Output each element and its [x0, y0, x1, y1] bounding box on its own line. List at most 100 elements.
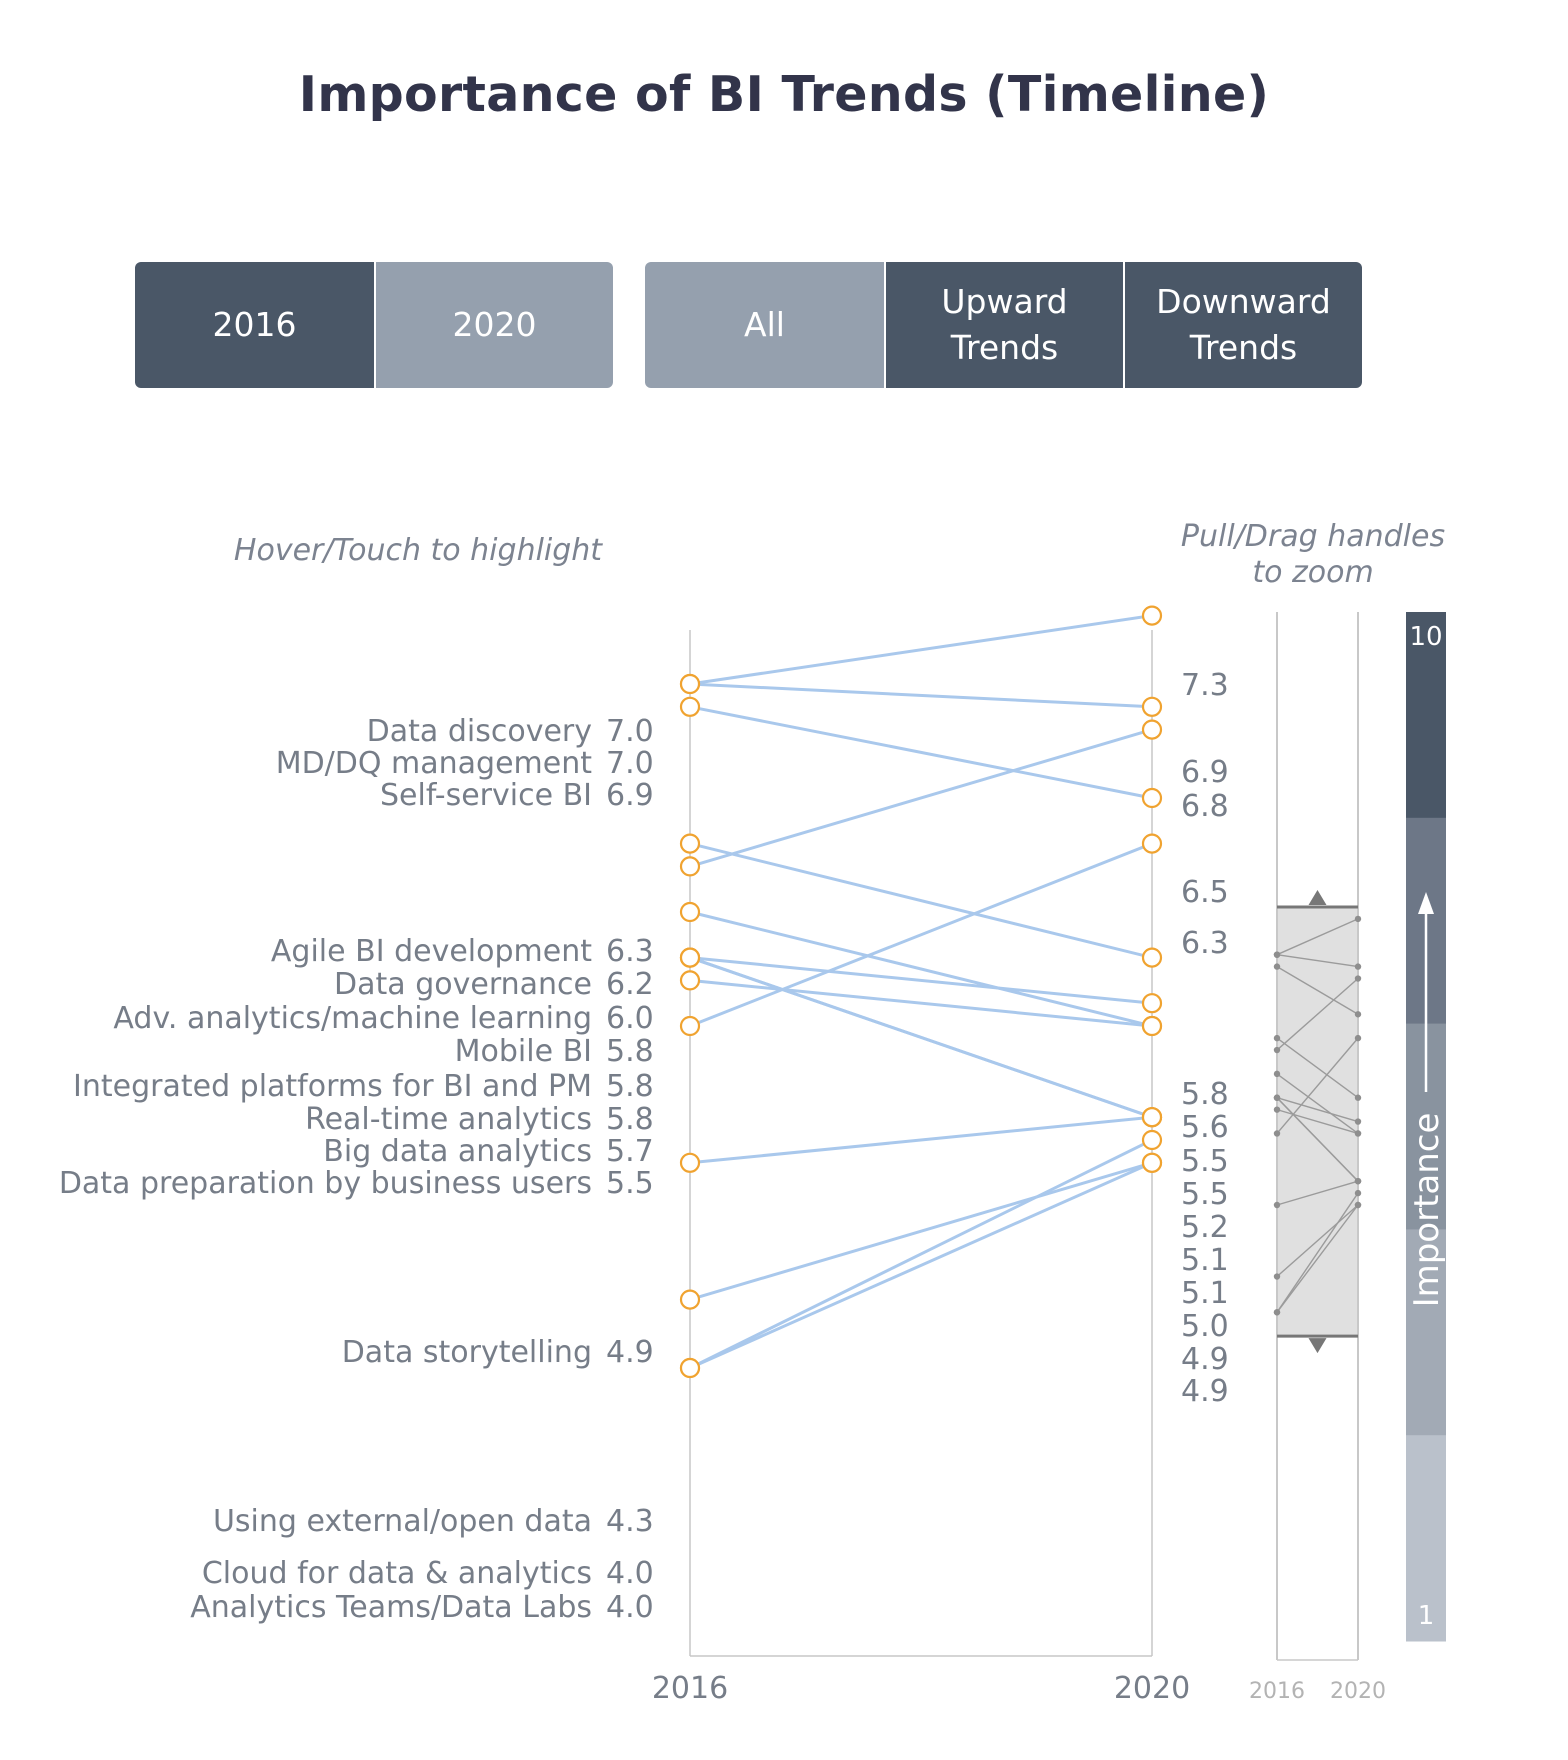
overview-line — [1276, 1037, 1359, 1134]
marker-2020[interactable] — [1141, 719, 1163, 740]
trend-label[interactable]: Data governance — [334, 967, 592, 1002]
filter-downward-button[interactable]: Downward Trends — [1123, 262, 1362, 388]
trend-label[interactable]: Integrated platforms for BI and PM — [73, 1069, 592, 1104]
left-labels: Data discovery 7.0 MD/DQ management 7.0 Self… — [59, 714, 654, 1625]
overview-point — [1273, 1046, 1281, 1054]
slope-lines — [689, 614, 1153, 1370]
trend-value-2016: 5.8 — [606, 1102, 654, 1137]
trend-label[interactable]: Big data analytics — [323, 1134, 592, 1169]
trend-label[interactable]: Analytics Teams/Data Labs — [190, 1590, 592, 1625]
trend-value-2020: 6.8 — [1181, 789, 1229, 824]
overview-point — [1354, 1094, 1362, 1101]
marker-2020[interactable] — [1141, 1152, 1163, 1173]
trend-value-2016: 7.0 — [606, 746, 654, 781]
filter-upward-button[interactable]: Upward Trends — [884, 262, 1123, 388]
trend-line[interactable] — [689, 682, 1153, 709]
overview-point — [1354, 1118, 1362, 1125]
marker-2016[interactable] — [679, 970, 701, 991]
marker-2016[interactable] — [679, 1357, 701, 1379]
trend-label[interactable]: Agile BI development — [271, 934, 592, 969]
marker-2016[interactable] — [679, 1152, 701, 1173]
trend-line[interactable] — [689, 705, 1153, 800]
marker-2016[interactable] — [679, 947, 701, 968]
overview-point — [1354, 975, 1362, 982]
trend-value-2020: 5.5 — [1181, 1177, 1229, 1212]
trend-label[interactable]: Adv. analytics/machine learning — [113, 1001, 592, 1036]
marker-2016[interactable] — [679, 673, 701, 695]
marker-2020[interactable] — [1141, 947, 1163, 968]
marker-2020[interactable] — [1141, 1107, 1163, 1128]
overview-point — [1354, 915, 1362, 923]
trend-value-2016: 6.2 — [606, 967, 654, 1002]
trend-line[interactable] — [689, 956, 1153, 1119]
marker-2020[interactable] — [1141, 1129, 1163, 1151]
trend-value-2016: 5.8 — [606, 1034, 654, 1069]
trend-value-2020: 5.1 — [1181, 1276, 1229, 1311]
marker-2016[interactable] — [679, 856, 701, 877]
marker-2020[interactable] — [1141, 993, 1163, 1014]
overview-point — [1273, 1070, 1281, 1078]
filter-all-button[interactable]: All — [645, 262, 884, 388]
overview-point — [1273, 1106, 1281, 1113]
marker-2016[interactable] — [679, 1015, 701, 1037]
zoom-handle-down-arrow-icon[interactable] — [1308, 1338, 1327, 1354]
zoom-handle-up-arrow-icon[interactable] — [1308, 890, 1327, 905]
marker-2020[interactable] — [1141, 833, 1163, 854]
marker-2016[interactable] — [679, 833, 701, 854]
overview-point — [1273, 963, 1281, 970]
trend-value-2020: 4.9 — [1181, 1374, 1229, 1409]
year-toggle: 2016 2020 — [135, 262, 613, 388]
year-2016-button[interactable]: 2016 — [135, 262, 374, 388]
marker-2016[interactable] — [679, 1289, 701, 1310]
trend-line[interactable] — [689, 728, 1153, 868]
trend-line[interactable] — [689, 1161, 1153, 1370]
trend-value-2016: 4.0 — [606, 1590, 654, 1625]
overview-line — [1276, 953, 1359, 968]
trend-label[interactable]: Real-time analytics — [305, 1102, 592, 1137]
trend-value-2016: 6.3 — [606, 934, 654, 969]
trend-label[interactable]: Data discovery — [367, 714, 592, 749]
marker-2016[interactable] — [679, 901, 701, 923]
overview-point — [1354, 1189, 1362, 1197]
chart-title: Importance of BI Trends (Timeline) — [298, 66, 1270, 123]
trend-line[interactable] — [689, 842, 1153, 1028]
trend-line[interactable] — [689, 910, 1153, 1028]
x-tick-2016: 2016 — [652, 1671, 728, 1706]
overview-line — [1276, 1097, 1359, 1182]
overview-line — [1276, 965, 1359, 1015]
overview-line — [1276, 1204, 1359, 1278]
overview-line — [1276, 1108, 1359, 1135]
trend-label[interactable]: Data storytelling — [342, 1335, 592, 1370]
trend-line[interactable] — [689, 1138, 1153, 1370]
importance-scale: 10 1 Importance — [1406, 612, 1447, 1642]
marker-2020[interactable] — [1141, 696, 1163, 717]
trend-value-2020: 6.9 — [1181, 755, 1229, 790]
trend-label[interactable]: MD/DQ management — [276, 746, 593, 781]
trend-filter: All Upward Trends Downward Trends — [645, 262, 1362, 388]
trend-label[interactable]: Cloud for data & analytics — [202, 1556, 592, 1591]
overview-point — [1273, 1130, 1281, 1137]
trend-label[interactable]: Mobile BI — [455, 1034, 592, 1069]
trend-line[interactable] — [689, 956, 1153, 1005]
trend-line[interactable] — [689, 614, 1153, 686]
overview-line — [1276, 1097, 1359, 1123]
overview-point — [1354, 1130, 1362, 1137]
marker-2020[interactable] — [1141, 605, 1163, 626]
trend-value-2016: 5.7 — [606, 1134, 654, 1169]
trend-value-2020: 5.2 — [1181, 1210, 1229, 1245]
overview-line — [1276, 1037, 1359, 1099]
trend-label[interactable]: Self-service BI — [380, 778, 592, 813]
year-2020-button[interactable]: 2020 — [374, 262, 613, 388]
trend-label[interactable]: Data preparation by business users — [59, 1166, 592, 1201]
trend-value-2020: 5.8 — [1181, 1077, 1229, 1112]
trend-line[interactable] — [689, 1161, 1153, 1302]
marker-2020[interactable] — [1141, 1015, 1163, 1037]
trend-line[interactable] — [689, 842, 1153, 960]
trend-label[interactable]: Using external/open data — [213, 1504, 592, 1539]
marker-2016[interactable] — [679, 696, 701, 717]
trend-line[interactable] — [689, 1115, 1153, 1165]
trend-line[interactable] — [689, 978, 1153, 1028]
marker-2020[interactable] — [1141, 787, 1163, 809]
trend-value-2020: 7.3 — [1181, 668, 1229, 703]
